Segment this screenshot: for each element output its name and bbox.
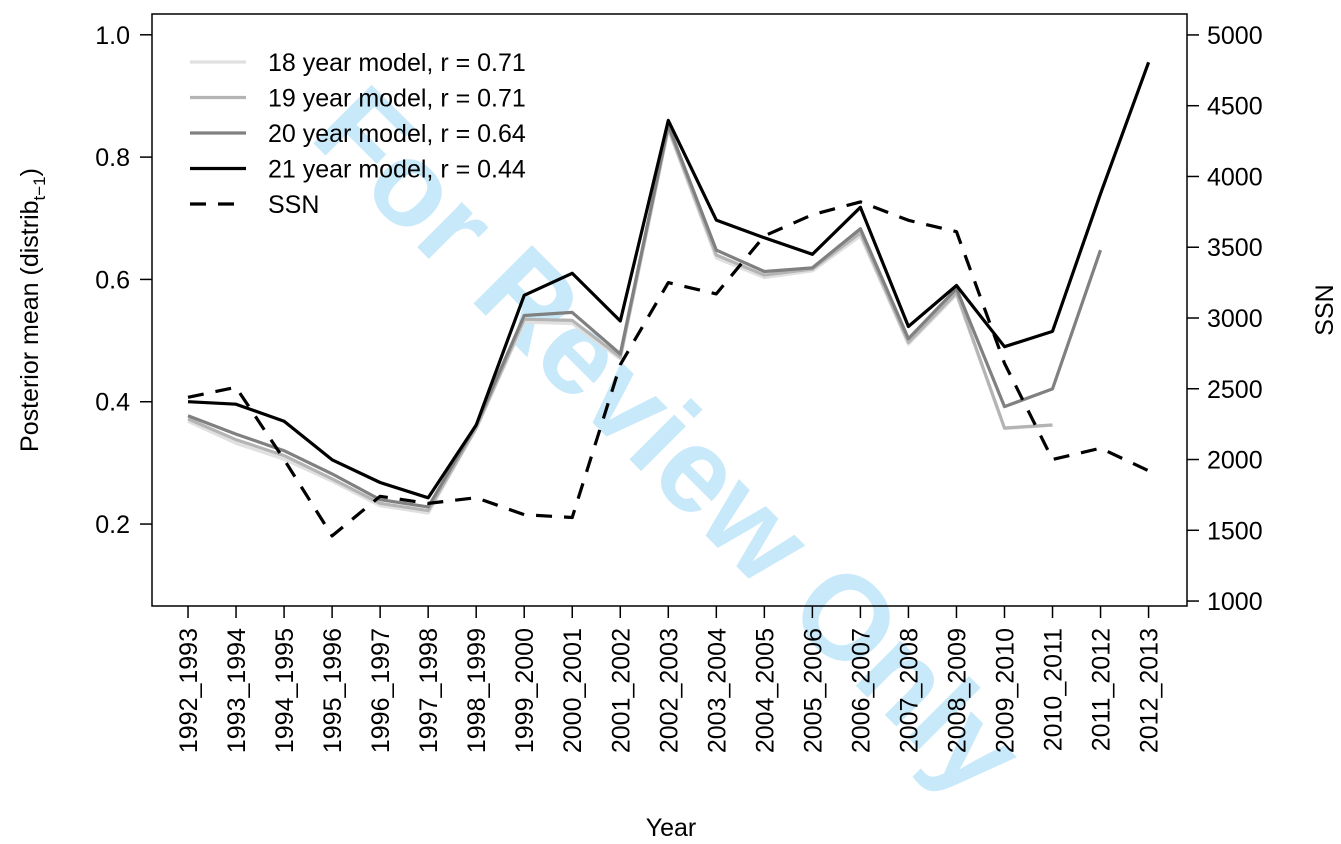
x-tick-label: 2001_2002 <box>607 628 635 753</box>
x-tick-label: 1998_1999 <box>463 628 491 753</box>
legend-label: 21 year model, r = 0.44 <box>268 156 526 184</box>
x-tick-label: 1992_1993 <box>175 628 203 753</box>
x-tick-label: 2007_2008 <box>895 628 923 753</box>
x-tick-label: 1999_2000 <box>511 628 539 753</box>
x-tick-label: 1993_1994 <box>223 628 251 753</box>
x-tick-label: 1996_1997 <box>367 628 395 753</box>
y-axis-label: Posterior mean (distribt−1) <box>16 168 49 452</box>
y2-tick-label: 3500 <box>1207 234 1263 262</box>
y2-tick-label: 5000 <box>1207 22 1263 50</box>
y-axis-label-end: ) <box>16 168 44 176</box>
x-tick-label: 2012_2013 <box>1136 628 1164 753</box>
y-tick-label: 0.8 <box>95 144 130 172</box>
x-tick-label: 2005_2006 <box>799 628 827 753</box>
y-axis-label-text: Posterior mean (distrib <box>16 200 44 451</box>
y2-tick-label: 1000 <box>1207 588 1263 616</box>
y2-axis-label: SSN <box>1311 284 1339 335</box>
y-tick-label: 0.2 <box>95 511 130 539</box>
series-line <box>187 126 1053 513</box>
y-tick-label: 1.0 <box>95 22 130 50</box>
y2-tick-label: 2500 <box>1207 376 1263 404</box>
x-tick-label: 2004_2005 <box>751 628 779 753</box>
x-tick-label: 2009_2010 <box>991 628 1019 753</box>
legend-label: 20 year model, r = 0.64 <box>268 120 526 148</box>
y2-tick-label: 3000 <box>1207 305 1263 333</box>
x-tick-label: 2000_2001 <box>559 628 587 753</box>
series-line <box>187 61 1151 500</box>
series-line <box>187 128 1053 515</box>
x-tick-label: 2003_2004 <box>703 628 731 753</box>
y-tick-label: 0.4 <box>95 389 130 417</box>
y2-tick-label: 4500 <box>1207 93 1263 121</box>
y2-tick-label: 2000 <box>1207 447 1263 475</box>
x-tick-label: 1994_1995 <box>271 628 299 753</box>
x-tick-label: 2006_2007 <box>847 628 875 753</box>
y2-tick-label: 1500 <box>1207 517 1263 545</box>
legend-label: SSN <box>268 191 319 219</box>
y-tick-label: 0.6 <box>95 266 130 294</box>
x-axis-label: Year <box>646 814 697 842</box>
x-tick-label: 2011_2012 <box>1088 628 1116 751</box>
x-tick-label: 2008_2009 <box>943 628 971 753</box>
x-tick-label: 2002_2003 <box>655 628 683 753</box>
x-tick-label: 2010_2011 <box>1040 628 1068 751</box>
legend-label: 18 year model, r = 0.71 <box>268 49 526 77</box>
series-line <box>187 200 1150 538</box>
series-line <box>187 123 1103 509</box>
plot-frame <box>151 13 1188 607</box>
legend-label: 19 year model, r = 0.71 <box>268 85 526 113</box>
x-tick-label: 1995_1996 <box>319 628 347 753</box>
y-axis-label-sub: t−1 <box>30 176 49 200</box>
y2-tick-label: 4000 <box>1207 163 1263 191</box>
x-tick-label: 1997_1998 <box>415 628 443 753</box>
